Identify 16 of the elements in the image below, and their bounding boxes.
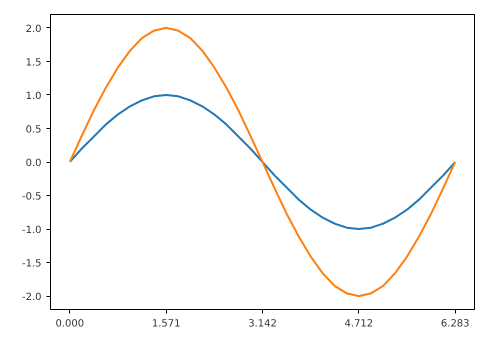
y-tick-label: 1.5 xyxy=(26,57,42,68)
x-tick-label: 4.712 xyxy=(344,318,374,330)
x-tick-label: 1.571 xyxy=(152,318,180,330)
line-series xyxy=(68,26,456,298)
y-tick-label: -2.0 xyxy=(22,292,42,304)
y-tick-label: 0.5 xyxy=(26,124,42,136)
y-tick-label: -0.5 xyxy=(22,192,42,203)
y-tick-label: 2.0 xyxy=(26,24,42,35)
x-tick-label: 6.283 xyxy=(440,318,470,330)
y-tick-label: 0.0 xyxy=(26,158,42,169)
y-tick-label: -1.5 xyxy=(22,258,42,270)
y-tick-label: 1.0 xyxy=(26,90,42,102)
y-tick-label: -1.0 xyxy=(22,225,42,236)
x-tick-label: 3.142 xyxy=(248,318,277,330)
x-tick-label: 0.000 xyxy=(55,318,84,330)
line-series xyxy=(68,94,456,230)
